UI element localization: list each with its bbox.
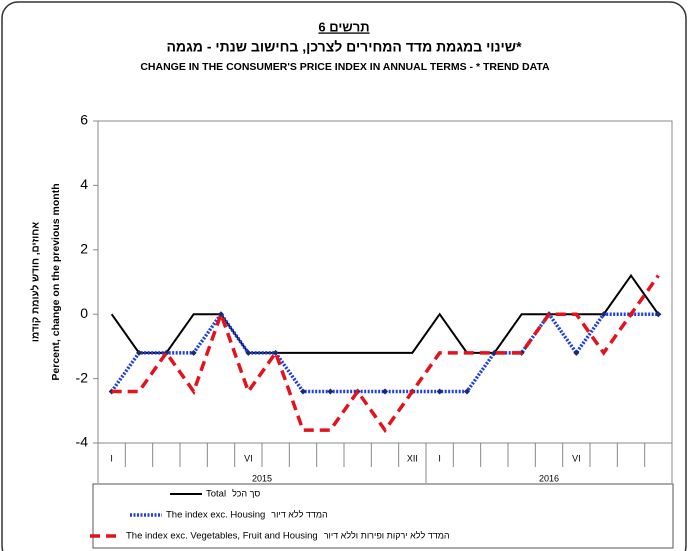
y-tick-label: 6 (80, 112, 88, 128)
x-tick-label: VI (244, 453, 253, 463)
x-tick-label: VI (572, 453, 581, 463)
legend-label-he: המדד ללא דיור (271, 509, 327, 519)
marker (436, 388, 443, 395)
marker (300, 388, 306, 395)
marker (464, 388, 470, 395)
marker (190, 349, 197, 356)
marker (573, 349, 580, 356)
x-tick-label: XII (407, 453, 418, 463)
year-label: 2016 (539, 473, 559, 483)
marker (272, 349, 279, 356)
y-tick-label: -2 (76, 369, 89, 385)
y-axis-label: Percent, change on the previous month (50, 183, 62, 380)
y-tick-label: 4 (80, 176, 88, 192)
legend-label-he: המדד ללא ירקות ופירות וללא דיור (324, 530, 450, 540)
figure-label: תרשים 6 (318, 19, 369, 34)
marker (327, 388, 334, 395)
marker (136, 349, 142, 356)
plot-area (97, 120, 673, 444)
y-tick-label: 2 (80, 241, 88, 257)
marker (655, 311, 662, 318)
y-tick-label: 0 (80, 305, 88, 321)
marker (600, 311, 607, 318)
legend-label: Total (206, 489, 226, 500)
x-tick-label: I (110, 453, 113, 463)
legend-label: The index exc. Vegetables, Fruit and Hou… (126, 531, 318, 542)
marker (245, 349, 252, 356)
y-tick-label: -4 (76, 434, 89, 450)
subtitle-box: CHANGE IN THE CONSUMER'S PRICE INDEX IN … (140, 61, 550, 73)
year-label: 2015 (252, 473, 272, 483)
marker (218, 311, 224, 318)
series-line (110, 273, 660, 354)
series-line (111, 274, 660, 434)
marker (382, 388, 388, 395)
series-line (110, 311, 659, 394)
legend-label: The index exc. Housing (166, 510, 265, 521)
chart-title: שינוי במגמת מדד המחירים לצרכן, בחישוב שנ… (166, 39, 522, 55)
y-axis-label-he: אחוזים, חודש לעומת קודמו (30, 222, 42, 342)
legend-label-he: סך הכל (232, 488, 260, 498)
chart-subtitle: CHANGE IN THE CONSUMER'S PRICE INDEX IN … (140, 61, 550, 73)
x-tick-label: I (438, 453, 441, 463)
